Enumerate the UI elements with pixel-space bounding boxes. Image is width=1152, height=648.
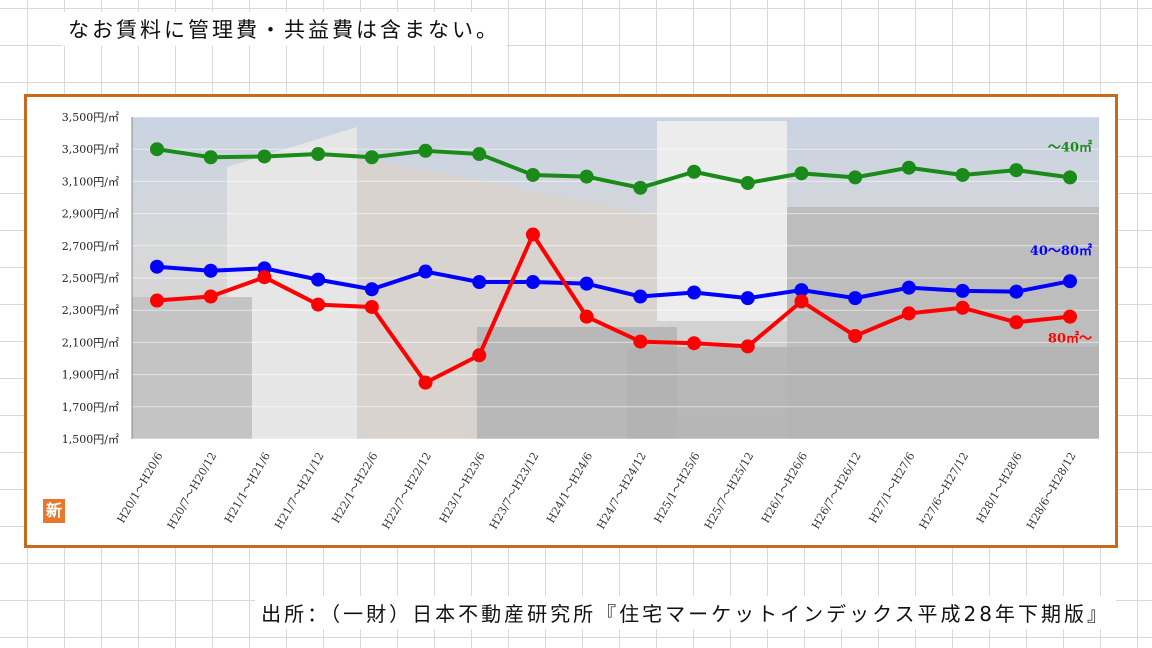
x-tick-label: H25/1～H25/6 [652, 450, 703, 525]
y-tick-label: 2,900円/㎡ [62, 208, 119, 221]
data-point [794, 283, 809, 298]
data-point [203, 263, 218, 278]
note-text: なお賃料に管理費・共益費は含まない。 [62, 12, 506, 46]
data-point [472, 275, 487, 290]
x-tick-label: H22/7～H22/12 [380, 450, 435, 531]
data-point [150, 259, 164, 274]
data-point [418, 264, 433, 279]
data-point [311, 297, 326, 312]
data-point [1063, 309, 1077, 324]
y-tick-label: 3,500円/㎡ [62, 111, 119, 124]
data-point [794, 166, 809, 181]
y-tick-label: 1,700円/㎡ [62, 401, 119, 414]
data-point [794, 294, 809, 309]
data-point [1009, 163, 1024, 178]
y-axis: 1,500円/㎡ 1,700円/㎡ 1,900円/㎡ 2,100円/㎡ 2,300円/㎡… [62, 111, 133, 446]
data-point [579, 309, 594, 324]
x-tick-label: H23/7～H23/12 [487, 450, 542, 531]
data-point [633, 289, 648, 304]
data-point [579, 276, 594, 291]
x-tick-label: H22/1～H22/6 [329, 450, 380, 525]
data-point [472, 348, 487, 363]
line-chart: 1,500円/㎡ 1,700円/㎡ 1,900円/㎡ 2,100円/㎡ 2,300円/㎡… [62, 111, 1099, 531]
data-point [1009, 284, 1024, 299]
data-point [633, 334, 648, 349]
x-tick-label: H23/1～H23/6 [437, 450, 488, 525]
data-point [633, 180, 648, 195]
data-point [740, 339, 755, 354]
data-point [150, 142, 164, 157]
y-tick-label: 2,100円/㎡ [62, 336, 119, 349]
data-point [687, 285, 702, 300]
data-point [203, 150, 218, 165]
y-tick-label: 3,300円/㎡ [62, 143, 119, 156]
y-tick-label: 2,300円/㎡ [62, 304, 119, 317]
data-point [472, 147, 487, 162]
data-point [364, 150, 379, 165]
y-tick-label: 1,500円/㎡ [62, 433, 119, 446]
data-point [955, 283, 970, 298]
data-point [687, 164, 702, 179]
data-point [740, 291, 755, 306]
data-point [257, 149, 272, 164]
y-tick-label: 2,700円/㎡ [62, 240, 119, 253]
series-label: ～40㎡ [1048, 139, 1092, 155]
data-point [955, 167, 970, 182]
series-labels: ～40㎡ 40～80㎡ 80㎡～ [1030, 139, 1092, 346]
series-lines [150, 142, 1077, 390]
data-point [257, 270, 272, 285]
x-tick-label: H20/1～H20/6 [115, 450, 166, 525]
data-point [1009, 315, 1024, 330]
data-point [901, 160, 916, 175]
data-point [687, 336, 702, 351]
x-axis: H20/1～H20/6 H20/7～H20/12 H21/1～H21/6 H21/7～… [115, 450, 1079, 531]
data-point [418, 143, 433, 158]
chart-frame: 1,500円/㎡ 1,700円/㎡ 1,900円/㎡ 2,100円/㎡ 2,300円/㎡… [24, 94, 1118, 548]
x-tick-label: H27/6～H27/12 [917, 450, 972, 531]
x-tick-label: H26/1～H26/6 [759, 450, 810, 525]
x-tick-label: H28/6～H28/12 [1024, 450, 1079, 531]
data-point [740, 176, 755, 191]
data-point [1063, 274, 1077, 289]
data-point [579, 169, 594, 184]
data-point [364, 299, 379, 314]
series-line [156, 147, 1071, 190]
data-point [203, 289, 218, 304]
y-tick-label: 3,100円/㎡ [62, 175, 119, 188]
data-point [848, 291, 863, 306]
x-tick-label: H27/1～H27/6 [866, 450, 917, 525]
x-tick-label: H21/1～H21/6 [222, 450, 273, 525]
x-tick-label: H21/7～H21/12 [272, 450, 327, 531]
data-point [150, 293, 164, 308]
data-point [848, 328, 863, 343]
data-point [901, 280, 916, 295]
data-point [311, 147, 326, 162]
data-point [525, 275, 540, 290]
data-point [525, 167, 540, 182]
data-point [901, 306, 916, 321]
y-tick-label: 2,500円/㎡ [62, 272, 119, 285]
x-tick-label: H25/7～H25/12 [702, 450, 757, 531]
x-tick-label: H24/1～H24/6 [544, 450, 595, 525]
data-point [311, 272, 326, 287]
y-tick-label: 1,900円/㎡ [62, 369, 119, 382]
data-point [364, 282, 379, 297]
series-line [156, 232, 1071, 385]
data-point [848, 170, 863, 185]
x-tick-label: H24/7～H24/12 [594, 450, 649, 531]
series-label: 80㎡～ [1048, 331, 1092, 347]
data-point [525, 227, 540, 242]
new-badge-icon: 新 [43, 499, 65, 523]
x-tick-label: H28/1～H28/6 [974, 450, 1025, 525]
data-point [418, 375, 433, 390]
series-label: 40～80㎡ [1030, 243, 1092, 259]
data-point [955, 300, 970, 315]
series-line [156, 264, 1071, 301]
x-tick-label: H20/7～H20/12 [165, 450, 220, 531]
data-point [1063, 170, 1077, 185]
x-tick-label: H26/7～H26/12 [809, 450, 864, 531]
source-text: 出所：（一財）日本不動産研究所『住宅マーケットインデックス平成28年下期版』 [255, 596, 1116, 629]
